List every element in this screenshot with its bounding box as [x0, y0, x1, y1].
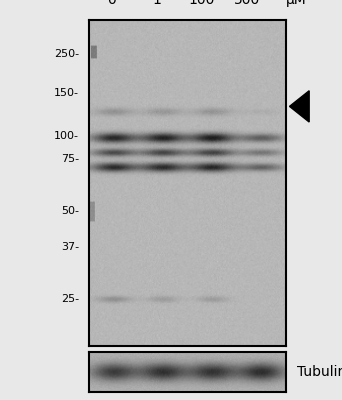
Text: Tubulin: Tubulin: [297, 365, 342, 379]
Text: 50-: 50-: [61, 206, 79, 216]
Text: μM: μM: [286, 0, 306, 7]
Text: 25-: 25-: [61, 294, 79, 304]
Text: 100: 100: [189, 0, 215, 7]
Text: 100-: 100-: [54, 131, 79, 141]
Text: 75-: 75-: [61, 154, 79, 164]
Text: 150-: 150-: [54, 88, 79, 98]
Text: 250-: 250-: [54, 49, 79, 59]
Text: 37-: 37-: [61, 242, 79, 252]
Polygon shape: [289, 91, 309, 122]
Text: 0: 0: [107, 0, 116, 7]
Text: 500: 500: [234, 0, 260, 7]
Text: 1: 1: [152, 0, 161, 7]
